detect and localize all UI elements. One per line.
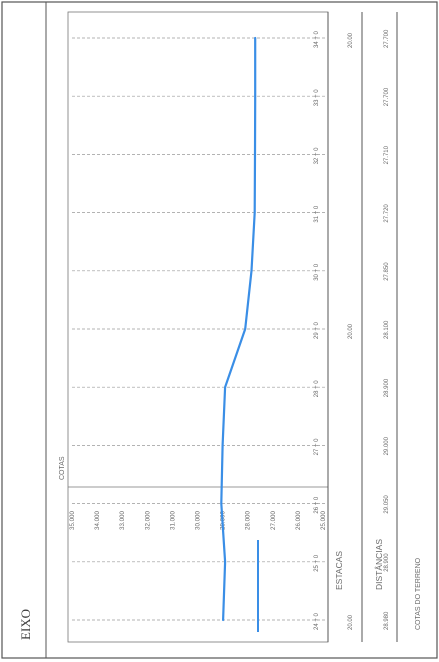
elevation-label: 29.050 [384, 495, 390, 514]
elevation-label: 27.700 [384, 29, 390, 48]
y-tick-label: 26.000 [295, 511, 302, 530]
elevation-label: 28.900 [384, 378, 390, 397]
elevation-label: 27.850 [384, 262, 390, 281]
y-tick-label: 27.000 [270, 511, 277, 530]
y-tick-label: 34.000 [94, 511, 101, 530]
y-tick-label: 35.000 [69, 511, 76, 530]
station-label: 27 + 0 [314, 438, 320, 456]
distance-label: 20.00 [348, 614, 354, 630]
estacas-label: ESTACAS [334, 551, 344, 590]
elevation-label: 27.710 [384, 145, 390, 164]
y-tick-label: 25.000 [320, 511, 327, 530]
station-labels: 24 + 0 25 + 0 26 + 0 27 + 0 28 + 0 29 + 0 30 +… [314, 30, 320, 630]
distance-label: 20.00 [348, 323, 354, 339]
y-tick-label: 30.000 [195, 511, 202, 530]
distance-label: 20.00 [348, 32, 354, 48]
y-tick-label: 32.000 [144, 511, 151, 530]
grid-lines [72, 37, 326, 621]
elevation-label: 27.720 [384, 204, 390, 223]
y-tick-label: 31.000 [169, 511, 176, 530]
elevation-label: 28.980 [384, 611, 390, 630]
elevation-label: 28.100 [384, 320, 390, 339]
elevation-label: 28.900 [384, 553, 390, 572]
distance-labels: 20.00 20.00 20.00 [348, 32, 354, 630]
elevation-label: 29.000 [384, 436, 390, 455]
station-label: 28 + 0 [314, 380, 320, 398]
cotas-label: COTAS [59, 456, 66, 480]
station-label: 33 + 0 [314, 89, 320, 107]
y-tick-labels: 35.000 34.000 33.000 32.000 31.000 30.000 29.0… [69, 511, 327, 530]
elevations-label: COTAS DO TERRENO [415, 557, 422, 630]
station-label: 34 + 0 [314, 30, 320, 48]
station-label: 32 + 0 [314, 147, 320, 165]
profile-title: EIXO [18, 609, 33, 640]
chart-frame [67, 11, 329, 643]
station-label: 25 + 0 [314, 554, 320, 572]
station-label: 24 + 0 [314, 612, 320, 630]
station-label: 31 + 0 [314, 205, 320, 223]
elevation-label: 27.700 [384, 87, 390, 106]
profile-line [220, 36, 257, 622]
station-label: 29 + 0 [314, 321, 320, 339]
station-label: 30 + 0 [314, 263, 320, 281]
distances-label: DISTÂNCIAS [374, 539, 384, 590]
elevation-labels: 28.980 28.900 29.050 29.000 28.900 28.100 27.8… [384, 29, 390, 630]
y-tick-label: 28.000 [245, 511, 252, 530]
station-label: 26 + 0 [314, 496, 320, 514]
y-tick-label: 33.000 [119, 511, 126, 530]
